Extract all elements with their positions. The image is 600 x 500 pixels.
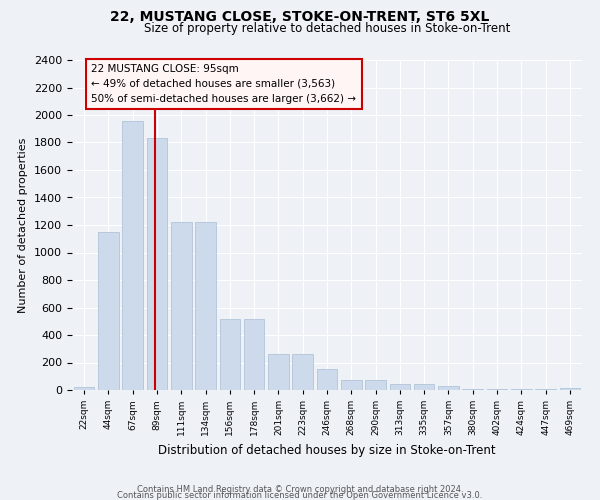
Bar [438, 386, 459, 390]
Bar [98, 232, 119, 390]
Bar [487, 388, 508, 390]
Bar [317, 368, 337, 390]
Bar [122, 120, 143, 390]
Bar [268, 354, 289, 390]
Bar [365, 380, 386, 390]
Text: 22, MUSTANG CLOSE, STOKE-ON-TRENT, ST6 5XL: 22, MUSTANG CLOSE, STOKE-ON-TRENT, ST6 5… [110, 10, 490, 24]
Text: Contains public sector information licensed under the Open Government Licence v3: Contains public sector information licen… [118, 491, 482, 500]
Text: Contains HM Land Registry data © Crown copyright and database right 2024.: Contains HM Land Registry data © Crown c… [137, 484, 463, 494]
Bar [463, 388, 483, 390]
Bar [146, 138, 167, 390]
Bar [195, 222, 216, 390]
X-axis label: Distribution of detached houses by size in Stoke-on-Trent: Distribution of detached houses by size … [158, 444, 496, 456]
Bar [74, 386, 94, 390]
Bar [244, 319, 265, 390]
Y-axis label: Number of detached properties: Number of detached properties [19, 138, 28, 312]
Bar [560, 388, 580, 390]
Text: 22 MUSTANG CLOSE: 95sqm
← 49% of detached houses are smaller (3,563)
50% of semi: 22 MUSTANG CLOSE: 95sqm ← 49% of detache… [91, 64, 356, 104]
Bar [414, 384, 434, 390]
Bar [341, 380, 362, 390]
Title: Size of property relative to detached houses in Stoke-on-Trent: Size of property relative to detached ho… [144, 22, 510, 35]
Bar [220, 319, 240, 390]
Bar [171, 222, 191, 390]
Bar [292, 354, 313, 390]
Bar [389, 384, 410, 390]
